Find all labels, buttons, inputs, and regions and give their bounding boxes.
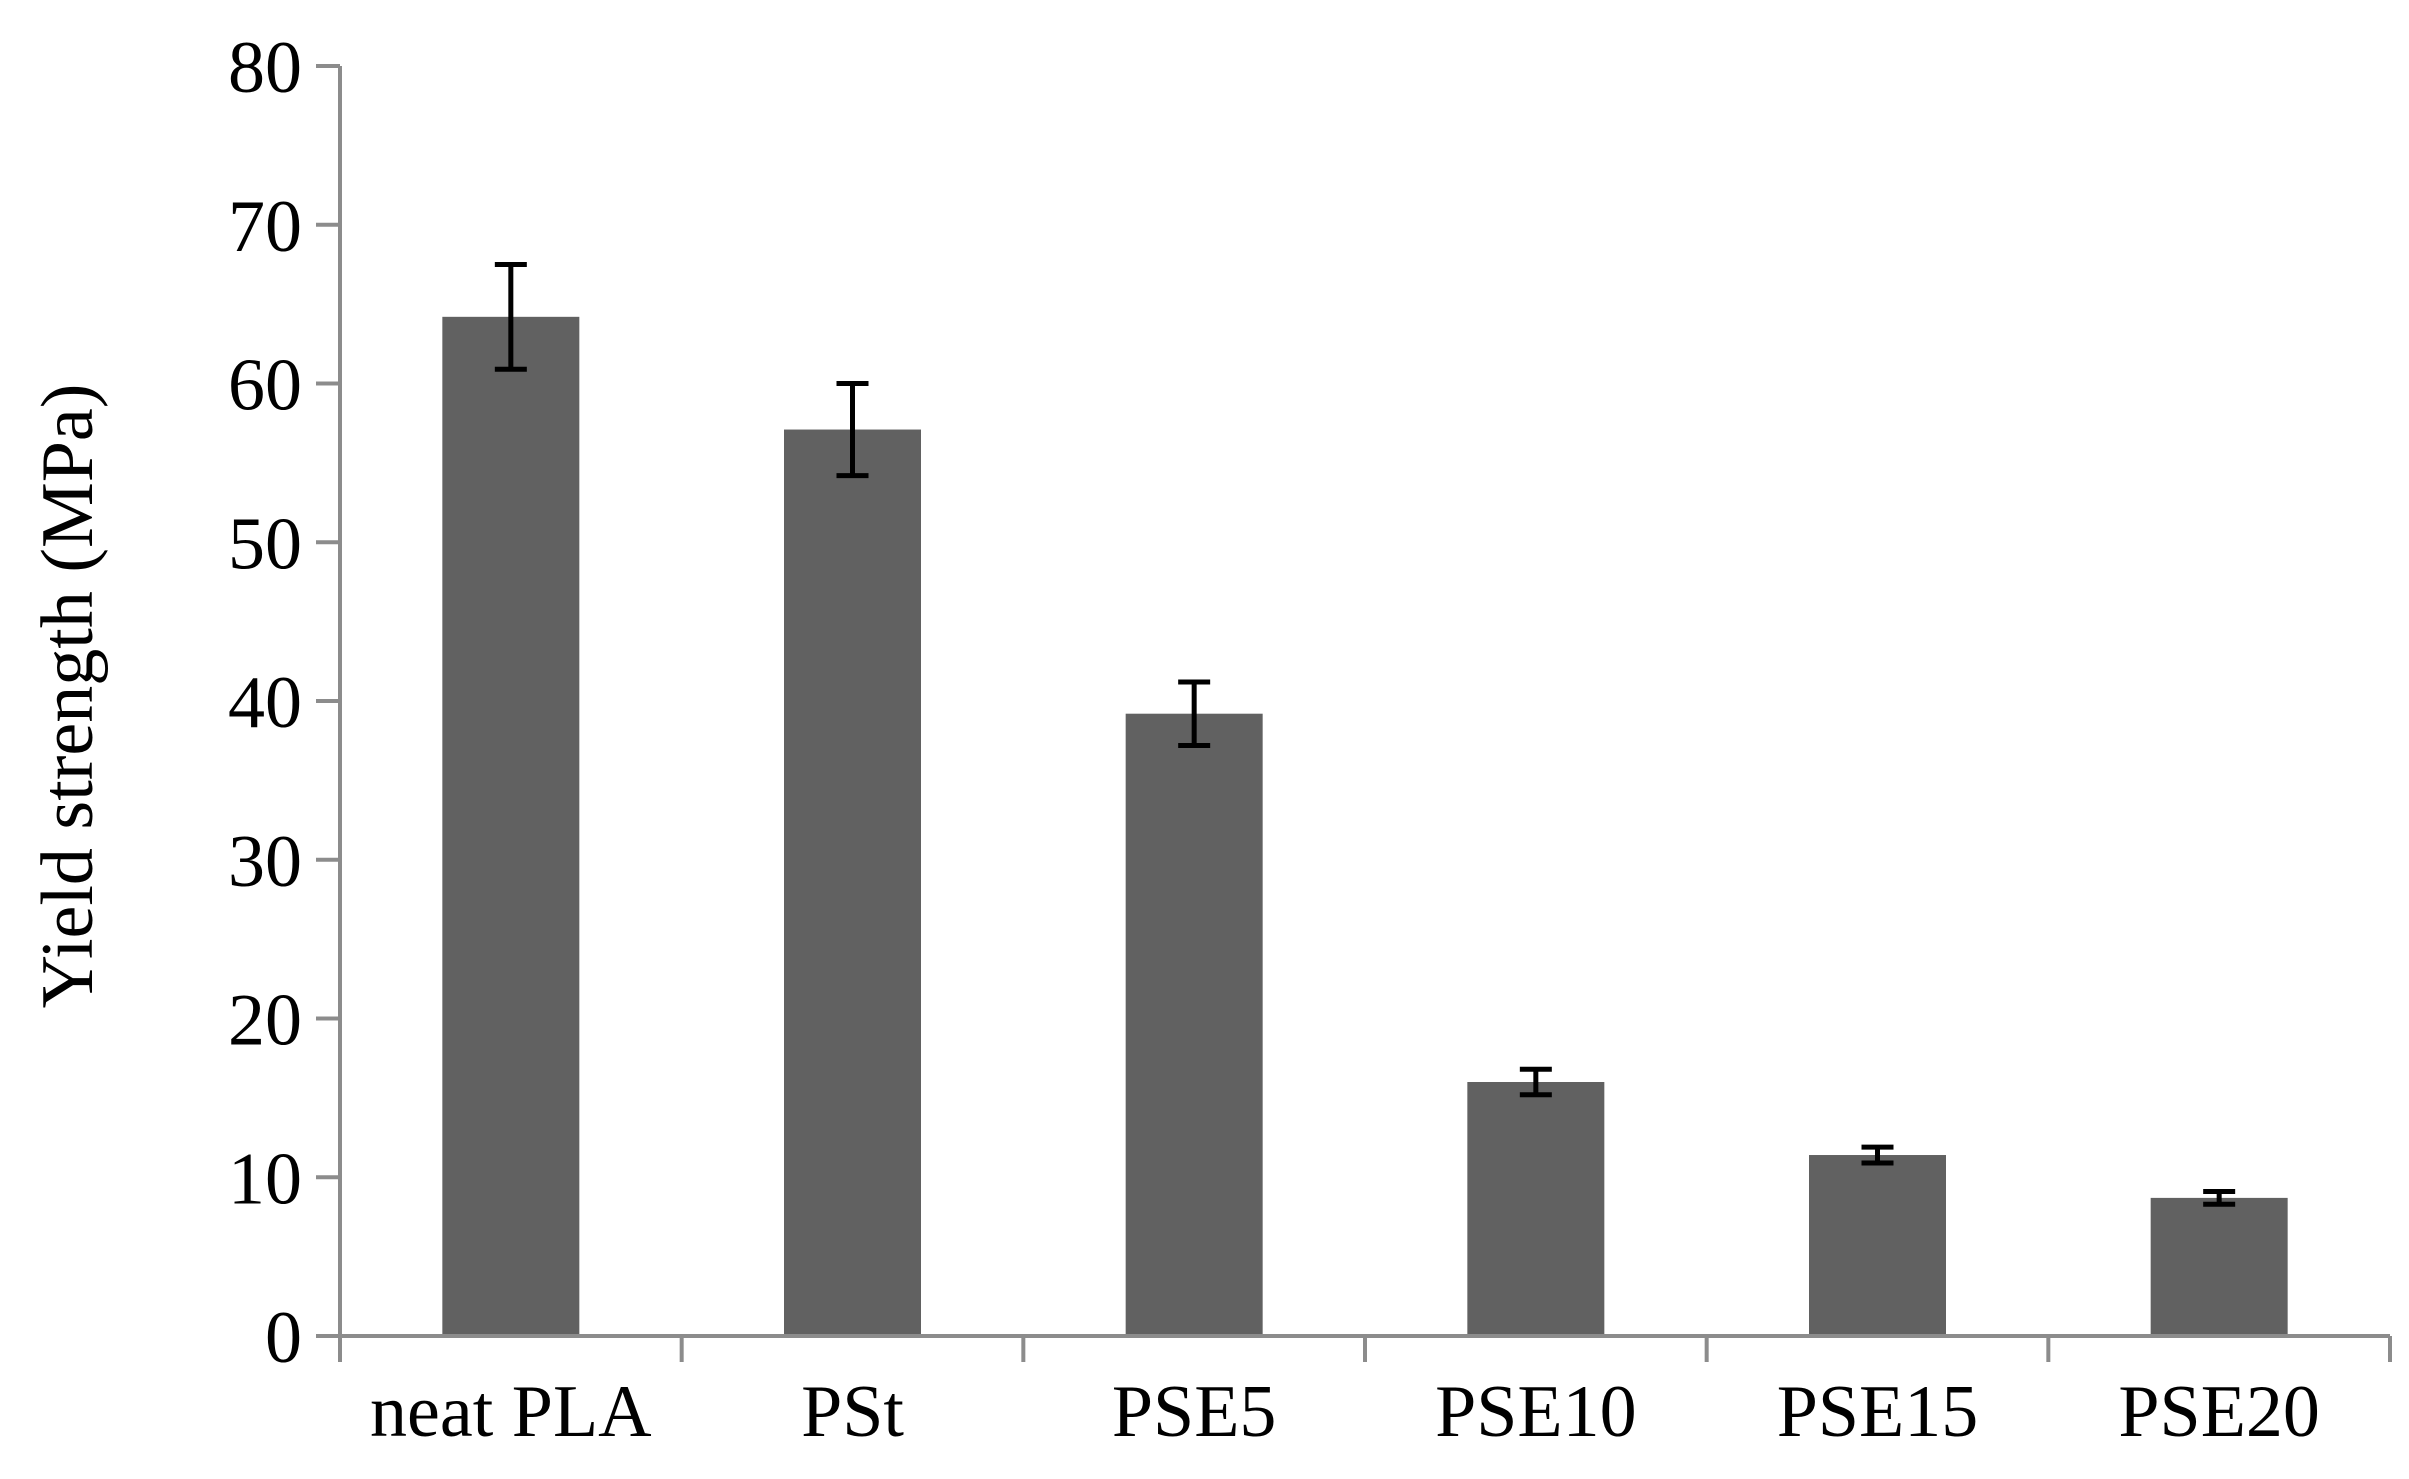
x-tick-label: PSE5 <box>1112 1371 1277 1453</box>
y-tick-label: 80 <box>228 27 302 109</box>
bar <box>1467 1082 1605 1336</box>
x-tick-label: PSE20 <box>2118 1371 2320 1453</box>
x-tick-label: neat PLA <box>370 1371 652 1453</box>
bar <box>2150 1197 2288 1336</box>
y-tick-label: 40 <box>228 662 302 744</box>
y-tick-label: 50 <box>228 503 302 585</box>
y-axis-title: Yield strength (MPa) <box>27 384 109 1009</box>
y-axis-ticks <box>316 64 340 1338</box>
y-tick-label: 10 <box>228 1138 302 1220</box>
bar <box>1125 713 1263 1336</box>
x-tick-label: PSE10 <box>1435 1371 1637 1453</box>
bar <box>784 429 921 1337</box>
bar <box>1809 1155 1946 1336</box>
bars-group <box>442 316 2288 1337</box>
y-tick-label: 70 <box>228 186 302 268</box>
y-tick-label: 60 <box>228 345 302 427</box>
x-tick-label: PSt <box>801 1371 904 1453</box>
y-tick-label: 0 <box>265 1297 302 1379</box>
x-axis-ticks <box>338 1336 2392 1362</box>
bar <box>442 316 580 1336</box>
y-tick-label: 20 <box>228 980 302 1062</box>
y-tick-label: 30 <box>228 821 302 903</box>
error-bars-group <box>494 261 2236 1207</box>
y-axis-tick-labels: 0 10 20 30 40 50 60 70 80 <box>228 27 302 1379</box>
x-axis-tick-labels: neat PLA PSt PSE5 PSE10 PSE15 PSE20 <box>370 1371 2320 1453</box>
x-tick-label: PSE15 <box>1777 1371 1979 1453</box>
